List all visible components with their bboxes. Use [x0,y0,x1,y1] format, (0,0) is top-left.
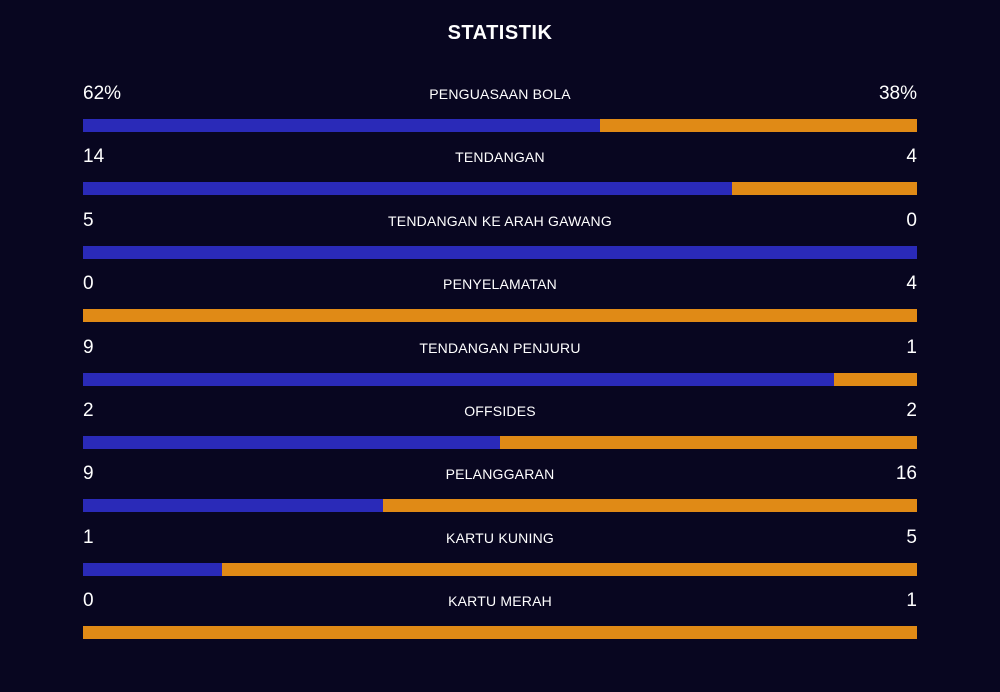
stat-row-shots-on-target: 5 TENDANGAN KE ARAH GAWANG 0 [83,209,917,272]
stat-row-shots: 14 TENDANGAN 4 [83,145,917,208]
page-title: STATISTIK [447,22,553,44]
home-value: 0 [83,590,94,612]
stat-head: 9 TENDANGAN PENJURU 1 [83,336,917,372]
stat-head: 5 TENDANGAN KE ARAH GAWANG 0 [83,209,917,245]
away-value: 5 [906,526,917,548]
stats-list: 62% PENGUASAAN BOLA 38% 14 TENDANGAN 4 5… [83,82,917,653]
stat-label: PELANGGARAN [445,466,555,483]
away-value: 16 [895,463,917,485]
stat-head: 0 PENYELAMATAN 4 [83,272,917,308]
away-bar [600,119,917,132]
comparison-bar [83,372,917,386]
comparison-bar [83,309,917,323]
home-value: 62% [83,83,122,104]
stat-row-possession: 62% PENGUASAAN BOLA 38% [83,82,917,145]
stat-head: 0 KARTU MERAH 1 [83,589,917,625]
home-bar [83,435,500,449]
away-value: 2 [906,399,917,421]
stat-head: 1 KARTU KUNING 5 [83,526,917,562]
home-value: 5 [83,209,94,231]
away-bar [833,372,917,386]
stat-label: TENDANGAN [455,149,545,166]
away-bar [383,499,917,513]
away-value: 1 [906,590,917,612]
home-value: 2 [83,399,94,421]
comparison-bar [83,499,917,513]
stat-label: OFFSIDES [464,402,536,419]
away-value: 1 [906,336,917,358]
home-bar [83,562,223,576]
home-bar [83,245,917,259]
away-bar [83,626,917,640]
stat-label: KARTU MERAH [448,593,552,610]
home-value: 9 [83,336,94,358]
stat-row-yellow-cards: 1 KARTU KUNING 5 [83,526,917,589]
stat-label: PENYELAMATAN [443,276,557,293]
comparison-bar [83,182,917,196]
home-value: 14 [83,146,105,168]
stat-head: 62% PENGUASAAN BOLA 38% [83,82,917,118]
comparison-bar [83,119,917,132]
stat-label: KARTU KUNING [446,529,554,546]
stat-head: 14 TENDANGAN 4 [83,145,917,181]
away-value: 4 [906,146,917,168]
stat-row-saves: 0 PENYELAMATAN 4 [83,272,917,335]
home-bar [83,182,732,196]
home-bar [83,499,384,513]
stat-row-fouls: 9 PELANGGARAN 16 [83,462,917,525]
home-bar [83,119,601,132]
away-bar [500,435,917,449]
away-bar [83,309,917,323]
stat-label: TENDANGAN KE ARAH GAWANG [388,212,612,229]
stat-label: TENDANGAN PENJURU [419,339,581,356]
comparison-bar [83,562,917,576]
home-value: 1 [83,526,94,548]
away-value: 38% [878,83,917,104]
away-bar [222,562,917,576]
away-bar [731,182,917,196]
home-value: 0 [83,273,94,295]
comparison-bar [83,626,917,640]
stat-head: 2 OFFSIDES 2 [83,399,917,435]
home-bar [83,372,834,386]
stat-row-corners: 9 TENDANGAN PENJURU 1 [83,336,917,399]
stat-head: 9 PELANGGARAN 16 [83,462,917,498]
away-value: 4 [906,273,917,295]
away-value: 0 [906,209,917,231]
home-value: 9 [83,463,94,485]
stat-label: PENGUASAAN BOLA [429,86,571,102]
comparison-bar [83,435,917,449]
comparison-bar [83,245,917,259]
stat-row-offsides: 2 OFFSIDES 2 [83,399,917,462]
stat-row-red-cards: 0 KARTU MERAH 1 [83,589,917,652]
